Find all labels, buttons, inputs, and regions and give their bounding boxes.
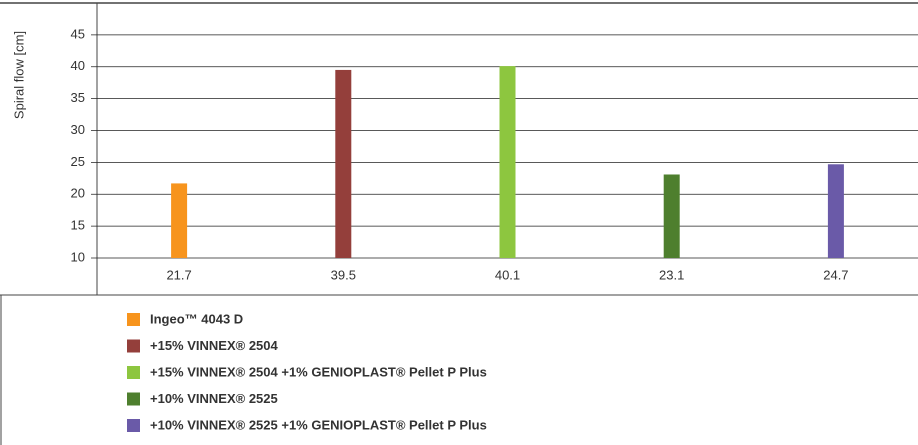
bar: [663, 174, 680, 258]
value-label: 21.7: [166, 267, 191, 282]
legend-swatch: [127, 313, 140, 326]
value-label: 24.7: [823, 267, 848, 282]
y-tick-label: 30: [71, 122, 85, 137]
y-tick-label: 15: [71, 218, 85, 233]
y-axis-label: Spiral flow [cm]: [11, 31, 26, 119]
value-label: 39.5: [331, 267, 356, 282]
y-tick-label: 10: [71, 249, 85, 264]
legend-swatch: [127, 339, 140, 353]
y-tick-label: 45: [71, 26, 85, 41]
legend-swatch: [127, 366, 140, 379]
legend-label: +10% VINNEX® 2525 +1% GENIOPLAST® Pellet…: [150, 417, 487, 432]
legend-label: +10% VINNEX® 2525: [150, 391, 278, 406]
legend-swatch: [127, 392, 140, 406]
bar: [827, 164, 844, 258]
bar: [335, 69, 352, 258]
y-tick-label: 20: [71, 186, 85, 201]
legend-label: +15% VINNEX® 2504 +1% GENIOPLAST® Pellet…: [150, 364, 487, 379]
legend-label: Ingeo™ 4043 D: [150, 311, 243, 326]
value-label: 40.1: [495, 267, 520, 282]
y-tick-label: 25: [71, 154, 85, 169]
value-label: 23.1: [659, 267, 684, 282]
legend-label: +15% VINNEX® 2504: [150, 338, 279, 353]
y-tick-label: 35: [71, 90, 85, 105]
legend-swatch: [127, 419, 140, 432]
bar: [499, 66, 516, 258]
bar: [171, 183, 188, 258]
y-tick-label: 40: [71, 58, 85, 73]
